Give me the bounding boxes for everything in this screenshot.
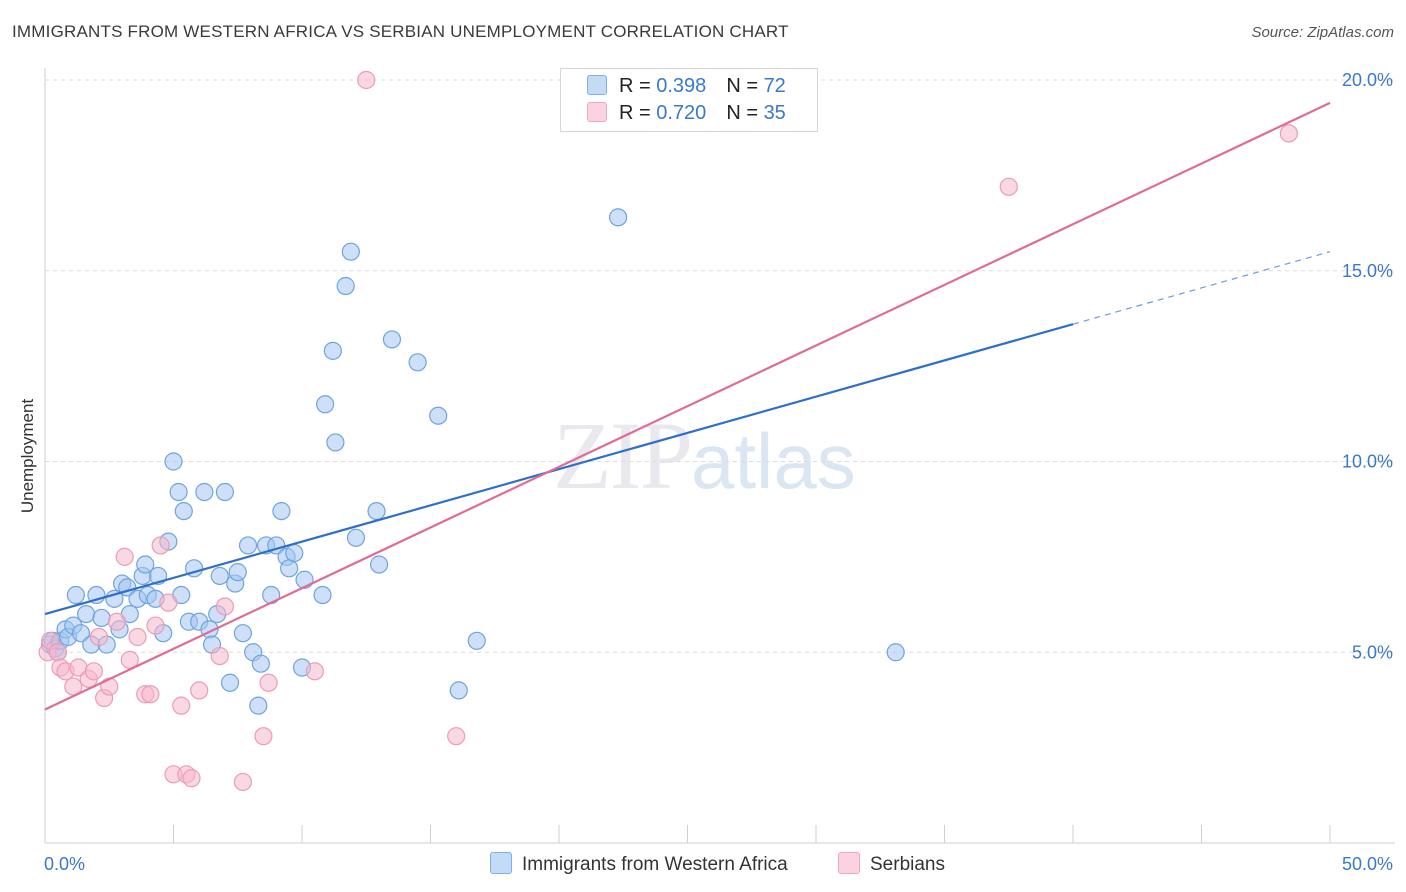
immigrants-point [228, 563, 247, 582]
immigrants-trend-extension [1072, 251, 1331, 325]
bottom-legend-label: Immigrants from Western Africa [522, 854, 788, 875]
immigrants-point [313, 585, 332, 605]
immigrants-point [233, 624, 252, 643]
serbians-point [215, 597, 234, 616]
immigrants-point [249, 696, 268, 715]
y-axis-label: Unemployment [18, 398, 37, 514]
immigrants-point [215, 482, 234, 502]
immigrants-point [449, 681, 468, 700]
serbians-point [190, 681, 209, 700]
immigrants-point [326, 433, 345, 452]
serbians-point [48, 643, 67, 662]
immigrants-point [609, 208, 628, 227]
legend-swatch-pink [587, 102, 607, 122]
legend-row-immigrants: R = 0.398 N = 72 [587, 75, 786, 99]
immigrants-point [295, 570, 314, 589]
immigrants-point [467, 631, 486, 650]
serbians-point [100, 677, 119, 696]
serbians-point [146, 616, 165, 635]
serbians-point [107, 612, 127, 631]
legend-r-value: 0.720 [656, 102, 707, 124]
serbians-point [447, 727, 466, 746]
immigrants-point [251, 654, 270, 673]
immigrants-point [280, 559, 299, 578]
legend-n-label: N = [726, 75, 764, 97]
serbians-point [1279, 124, 1298, 143]
immigrants-point [77, 604, 96, 624]
serbians-point [357, 70, 376, 90]
chart-title: IMMIGRANTS FROM WESTERN AFRICA VS SERBIA… [12, 22, 789, 41]
immigrants-point [71, 624, 91, 643]
serbians-trend-line [44, 101, 1331, 711]
immigrants-point [272, 501, 291, 521]
y-tick-label: 15.0% [1342, 261, 1393, 281]
immigrants-point [169, 482, 188, 502]
immigrants-point [367, 501, 386, 521]
immigrants-point [370, 555, 389, 574]
serbians-point [182, 769, 201, 788]
immigrants-point [382, 330, 402, 349]
legend-swatch-blue [587, 75, 607, 95]
x-tick-label: 0.0% [44, 854, 85, 874]
bottom-legend-serbians: Serbians [838, 852, 945, 876]
serbians-point [141, 685, 160, 704]
immigrants-point [174, 501, 193, 521]
immigrants-point [316, 395, 335, 414]
bottom-legend-immigrants: Immigrants from Western Africa [490, 852, 788, 876]
y-tick-label: 20.0% [1342, 70, 1393, 90]
y-tick-label: 5.0% [1352, 642, 1393, 662]
serbians-point [305, 662, 324, 681]
serbians-point [115, 547, 134, 566]
serbians-point [999, 177, 1018, 196]
immigrants-point [886, 643, 905, 662]
immigrants-point [220, 673, 240, 692]
watermark: ZIPatlas [553, 400, 856, 511]
immigrants-point [285, 543, 304, 563]
bottom-legend-swatch-blue [490, 852, 512, 874]
immigrants-point [346, 528, 366, 547]
immigrants-point [164, 452, 183, 471]
y-tick-label: 10.0% [1342, 452, 1393, 472]
immigrants-trend-line [44, 323, 1074, 616]
bottom-legend-swatch-pink [838, 852, 860, 874]
legend-n-label: N = [726, 102, 764, 124]
legend-n-value: 35 [763, 102, 786, 124]
serbians-point [233, 772, 252, 792]
immigrants-point [341, 242, 360, 261]
serbians-point [172, 696, 191, 715]
immigrants-point [336, 276, 355, 296]
legend-r-label: R = [619, 75, 657, 97]
legend-r-label: R = [619, 102, 657, 124]
serbians-point [84, 662, 103, 681]
serbians-point [89, 627, 109, 647]
legend-n-value: 72 [763, 75, 786, 97]
serbians-point [159, 593, 178, 612]
immigrants-point [195, 482, 214, 502]
correlation-legend: R = 0.398 N = 72 R = 0.720 N = 35 [560, 68, 818, 132]
serbians-point [128, 627, 147, 647]
x-tick-label: 50.0% [1342, 854, 1393, 874]
immigrants-point [210, 566, 229, 586]
immigrants-point [408, 353, 427, 372]
immigrants-point [238, 536, 258, 555]
immigrants-point [66, 585, 85, 605]
legend-r-value: 0.398 [656, 75, 707, 97]
immigrants-point [136, 555, 155, 574]
immigrants-point [429, 406, 448, 425]
serbians-point [210, 646, 229, 666]
chart-source: Source: ZipAtlas.com [1251, 24, 1394, 41]
serbians-point [259, 673, 278, 692]
serbians-point [151, 536, 170, 555]
serbians-point [254, 727, 273, 746]
immigrants-point [323, 341, 342, 360]
watermark-zip: ZIP [553, 402, 693, 509]
immigrants-point [92, 608, 111, 628]
bottom-legend-label: Serbians [870, 854, 945, 875]
legend-row-serbians: R = 0.720 N = 35 [587, 102, 786, 126]
